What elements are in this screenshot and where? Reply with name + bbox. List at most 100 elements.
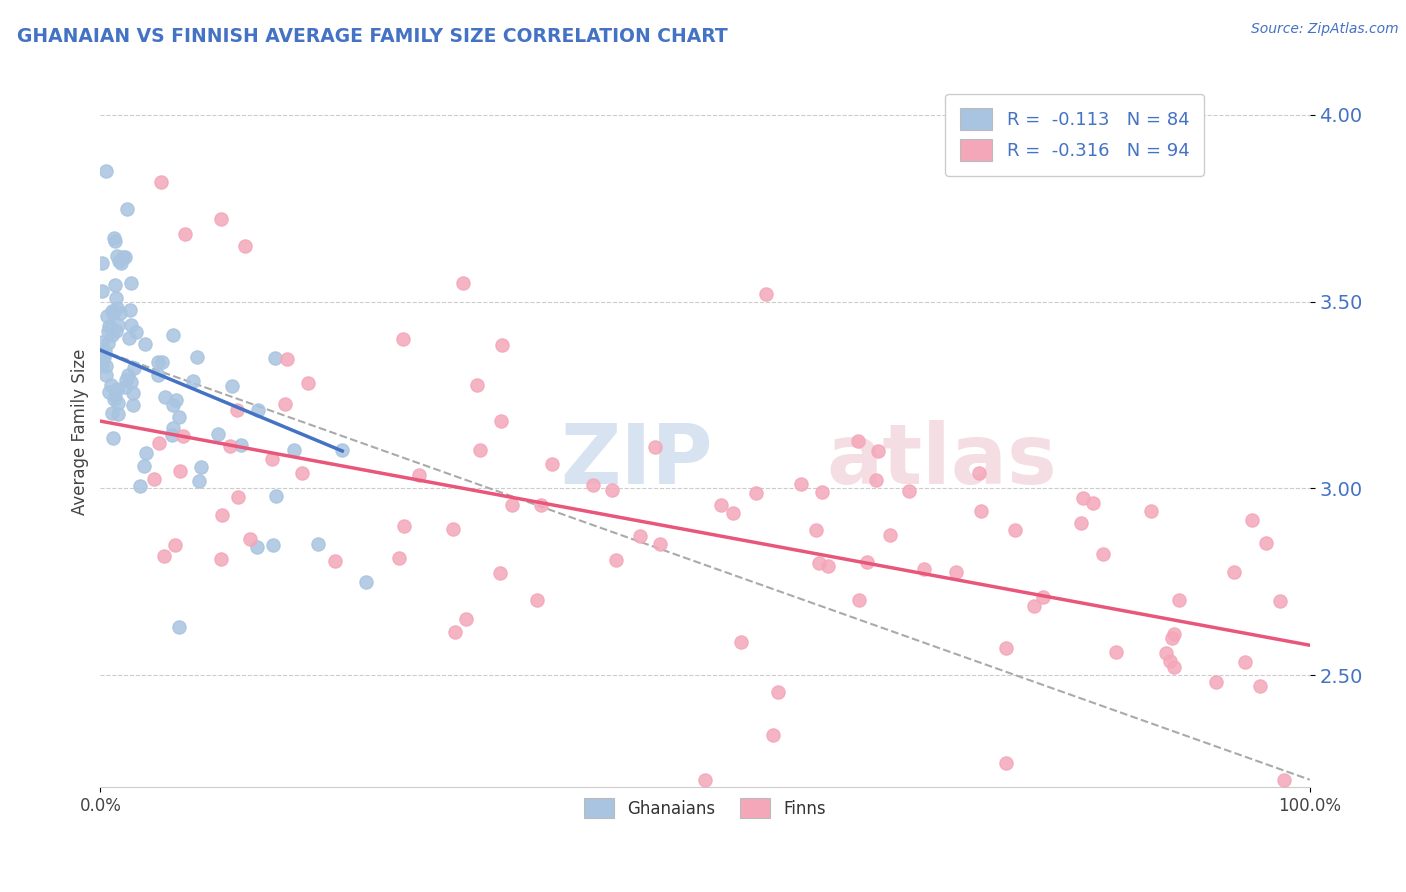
Point <box>162 328 184 343</box>
Point <box>120 318 142 332</box>
Point <box>898 484 921 499</box>
Point <box>1223 565 1246 579</box>
Point <box>526 593 548 607</box>
Point <box>768 685 790 699</box>
Point <box>1256 536 1278 550</box>
Point <box>1167 592 1189 607</box>
Point <box>104 389 127 403</box>
Point <box>454 612 477 626</box>
Point <box>190 460 212 475</box>
Point <box>110 256 132 270</box>
Point <box>1091 547 1114 561</box>
Point <box>291 466 314 480</box>
Point <box>160 428 183 442</box>
Point <box>107 318 129 332</box>
Point <box>107 408 129 422</box>
Point <box>100 378 122 392</box>
Text: ZIP: ZIP <box>560 420 713 501</box>
Point <box>221 379 243 393</box>
Text: Source: ZipAtlas.com: Source: ZipAtlas.com <box>1251 22 1399 37</box>
Point <box>104 234 127 248</box>
Point <box>120 375 142 389</box>
Point <box>169 464 191 478</box>
Point <box>262 538 284 552</box>
Point <box>274 397 297 411</box>
Point <box>408 468 430 483</box>
Point <box>122 398 145 412</box>
Point <box>93 350 115 364</box>
Point <box>181 374 204 388</box>
Point <box>96 359 118 373</box>
Point <box>163 538 186 552</box>
Point <box>120 303 142 318</box>
Point <box>489 414 512 428</box>
Point <box>96 164 118 178</box>
Point <box>152 549 174 563</box>
Point <box>1240 513 1263 527</box>
Point <box>605 553 627 567</box>
Point <box>90 256 112 270</box>
Point <box>186 350 208 364</box>
Point <box>441 522 464 536</box>
Point <box>226 490 249 504</box>
Point <box>122 385 145 400</box>
Point <box>865 474 887 488</box>
Point <box>297 376 319 390</box>
Point <box>730 635 752 649</box>
Point <box>762 728 785 742</box>
Point <box>817 559 839 574</box>
Point <box>262 451 284 466</box>
Point <box>744 486 766 500</box>
Point <box>122 360 145 375</box>
Point <box>1024 599 1046 614</box>
Point <box>103 432 125 446</box>
Point <box>128 479 150 493</box>
Point <box>187 474 209 488</box>
Point <box>94 343 117 358</box>
Point <box>94 368 117 383</box>
Point <box>848 593 870 607</box>
Text: GHANAIAN VS FINNISH AVERAGE FAMILY SIZE CORRELATION CHART: GHANAIAN VS FINNISH AVERAGE FAMILY SIZE … <box>17 27 728 45</box>
Point <box>491 337 513 351</box>
Point <box>104 291 127 305</box>
Point <box>1081 496 1104 510</box>
Point <box>209 551 232 566</box>
Point <box>239 533 262 547</box>
Point <box>134 336 156 351</box>
Point <box>541 458 564 472</box>
Point <box>231 437 253 451</box>
Point <box>356 574 378 589</box>
Point <box>582 478 605 492</box>
Point <box>994 756 1017 771</box>
Point <box>105 301 128 315</box>
Point <box>693 772 716 787</box>
Point <box>143 472 166 486</box>
Point <box>807 556 830 570</box>
Point <box>97 335 120 350</box>
Point <box>1233 655 1256 669</box>
Point <box>108 306 131 320</box>
Point <box>264 489 287 503</box>
Point <box>162 421 184 435</box>
Point <box>1105 645 1128 659</box>
Point <box>148 436 170 450</box>
Point <box>754 287 776 301</box>
Point <box>219 439 242 453</box>
Point <box>1154 646 1177 660</box>
Point <box>392 332 415 346</box>
Point <box>125 325 148 339</box>
Point <box>1070 516 1092 530</box>
Point <box>134 458 156 473</box>
Point <box>118 331 141 345</box>
Point <box>172 428 194 442</box>
Point <box>263 351 285 365</box>
Point <box>470 443 492 458</box>
Point <box>710 498 733 512</box>
Point <box>100 327 122 342</box>
Point <box>246 403 269 417</box>
Point <box>444 624 467 639</box>
Point <box>162 398 184 412</box>
Point <box>644 440 666 454</box>
Point <box>804 524 827 538</box>
Point <box>225 403 247 417</box>
